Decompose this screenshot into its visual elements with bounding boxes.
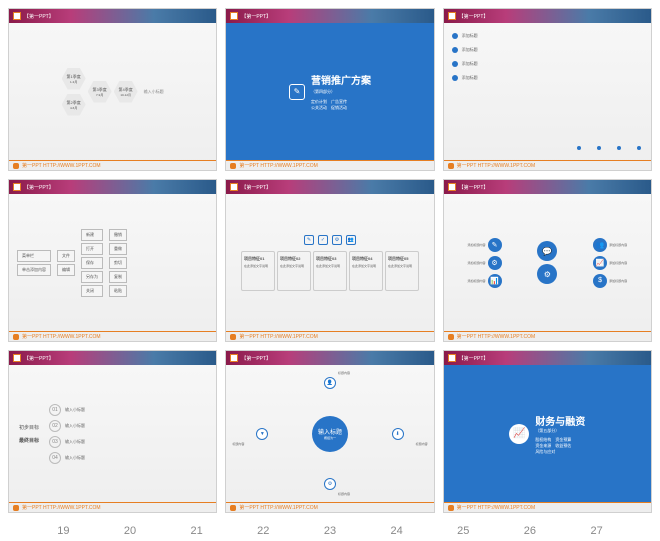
dot-icon <box>452 33 458 39</box>
page-num: 19 <box>57 525 69 537</box>
panel-items: 定价计划 广告宣传 公关活动 促销活动 <box>311 99 371 112</box>
panel-title: 财务与融资 <box>535 413 585 428</box>
goals: 初步目标 最终目标 <box>19 424 39 444</box>
slide-27[interactable]: 【第一PPT】 📈 财务与融资 （第五部分） 股权结构 资金预算 资金来源 收益… <box>443 350 652 513</box>
clipboard-icon: ✎ <box>289 84 305 100</box>
feature-box: 项目特征01在此添加文字说明 <box>241 251 275 291</box>
hex-q1: 第1季度1-3月 <box>62 68 86 90</box>
slide-24[interactable]: 【第一PPT】 添加标题内容✎ 添加标题内容⚙ 添加标题内容📊 💬 ⚙ 👥添加标… <box>443 179 652 342</box>
slide-body: 第1季度1-3月 第2季度4-6月 第3季度7-9月 第4季度10-12月 输入… <box>9 23 216 160</box>
trend-icon: 📈 <box>593 256 607 270</box>
blue-panel: ✎ 营销推广方案 （第四部分） 定价计划 广告宣传 公关活动 促销活动 <box>226 23 433 160</box>
bubble-icon: 💬 <box>537 241 557 261</box>
chart-icon: 📊 <box>488 274 502 288</box>
slide-21[interactable]: 【第一PPT】 添加标题 添加标题 添加标题 添加标题 第一PPT HTTP:/… <box>443 8 652 171</box>
icon-row: ✎ ✓ ⚙ 👥 <box>230 235 429 245</box>
center-circle: 输入标题概括为一 <box>312 416 348 452</box>
footer-icon <box>13 163 19 169</box>
panel-items: 股权结构 资金预算 资金来源 收益预估 风险与应对 <box>535 437 585 455</box>
panel-subtitle: （第五部分） <box>535 428 585 434</box>
logo-square <box>13 12 21 20</box>
header-tag: 【第一PPT】 <box>24 13 54 20</box>
slide-23[interactable]: 【第一PPT】 ✎ ✓ ⚙ 👥 项目特征01在此添加文字说明 项目特征02在此添… <box>225 179 434 342</box>
org-mid: 文件 <box>57 250 75 262</box>
hex-q2: 第2季度4-6月 <box>62 94 86 116</box>
trend-icon: 📈 <box>509 424 529 444</box>
gear-icon: ⚙ <box>488 256 502 270</box>
slide-grid: 【第一PPT】 第1季度1-3月 第2季度4-6月 第3季度7-9月 第4季度1… <box>0 0 660 521</box>
panel-subtitle: （第四部分） <box>311 89 371 95</box>
people-icon: 👥 <box>346 235 356 245</box>
check-icon: ✓ <box>318 235 328 245</box>
edit-icon: ✎ <box>488 238 502 252</box>
slide-25[interactable]: 【第一PPT】 初步目标 最终目标 01输入小标题 02输入小标题 03输入小标… <box>8 350 217 513</box>
org-sub: 单击添加内容 <box>17 264 51 276</box>
slide-22[interactable]: 【第一PPT】 菜单栏 单击添加内容 文件 编辑 新建打开保存另存为关闭 撤销重… <box>8 179 217 342</box>
tip-text: 输入小标题 <box>144 89 164 95</box>
hex-q4: 第4季度10-12月 <box>114 81 138 103</box>
hex-q3: 第3季度7-9月 <box>88 81 112 103</box>
list-item: 01输入小标题 <box>49 404 85 416</box>
blue-panel: 📈 财务与融资 （第五部分） 股权结构 资金预算 资金来源 收益预估 风险与应对 <box>444 365 651 502</box>
edit-icon: ✎ <box>304 235 314 245</box>
org-leaves: 新建打开保存另存为关闭 <box>81 229 103 297</box>
dollar-icon: $ <box>593 274 607 288</box>
timeline-item: 添加标题 <box>452 33 643 39</box>
right-column: 👥添加标题内容 📈添加标题内容 $添加标题内容 <box>593 238 627 288</box>
number-badge: 01 <box>49 404 61 416</box>
slide-19[interactable]: 【第一PPT】 第1季度1-3月 第2季度4-6月 第3季度7-9月 第4季度1… <box>8 8 217 171</box>
slide-header: 【第一PPT】 <box>9 9 216 23</box>
page-numbers: 19 20 21 22 23 24 25 26 27 <box>0 521 660 541</box>
orbit-icon: 👤 <box>324 377 336 389</box>
org-root: 菜单栏 <box>17 250 51 262</box>
slide-20[interactable]: 【第一PPT】 ✎ 营销推广方案 （第四部分） 定价计划 广告宣传 公关活动 促… <box>225 8 434 171</box>
slide-footer: 第一PPT HTTP://WWW.1PPT.COM <box>9 160 216 170</box>
gear-icon: ⚙ <box>332 235 342 245</box>
slide-header: 【第一PPT】 <box>226 9 433 23</box>
footer-url: 第一PPT HTTP://WWW.1PPT.COM <box>22 162 101 169</box>
panel-title: 营销推广方案 <box>311 72 371 87</box>
slide-26[interactable]: 【第一PPT】 输入标题概括为一 👤 ⬇ ⚙ ▼ 标题内容 标题内容 标题内容 … <box>225 350 434 513</box>
people-icon: 👥 <box>593 238 607 252</box>
left-column: 添加标题内容✎ 添加标题内容⚙ 添加标题内容📊 <box>468 238 502 288</box>
